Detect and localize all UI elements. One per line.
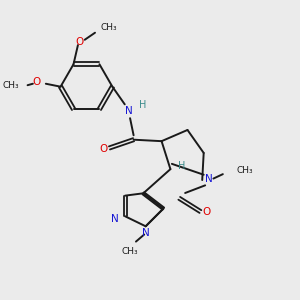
Text: CH₃: CH₃: [100, 23, 117, 32]
Text: O: O: [99, 143, 108, 154]
Text: O: O: [32, 77, 40, 87]
Text: N: N: [111, 214, 119, 224]
Text: N: N: [205, 174, 213, 184]
Text: O: O: [76, 37, 84, 47]
Text: H: H: [178, 160, 185, 171]
Text: CH₃: CH₃: [2, 81, 19, 90]
Text: H: H: [139, 100, 146, 110]
Text: N: N: [125, 106, 133, 116]
Text: N: N: [142, 228, 149, 238]
Text: CH₃: CH₃: [236, 166, 253, 175]
Text: O: O: [203, 207, 211, 217]
Text: CH₃: CH₃: [122, 248, 138, 256]
